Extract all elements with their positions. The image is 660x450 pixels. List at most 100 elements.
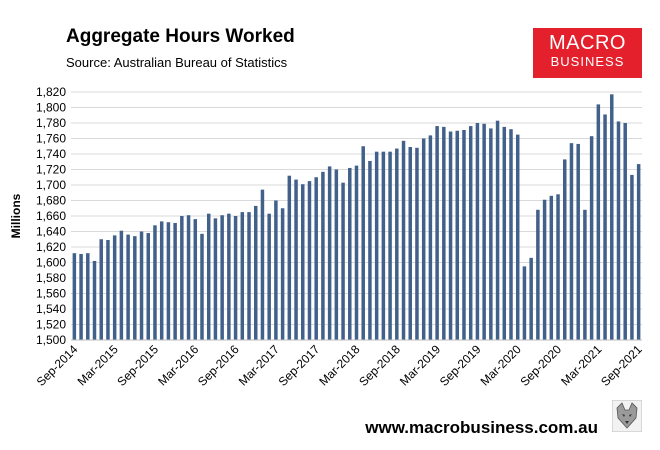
x-tick-label: Sep-2014: [34, 342, 81, 389]
bar: [408, 147, 412, 340]
bar: [616, 121, 621, 340]
bar: [72, 253, 77, 340]
bar: [106, 240, 110, 340]
bar: [213, 218, 218, 340]
bar: [92, 260, 97, 340]
bar: [301, 184, 305, 340]
bar: [253, 205, 258, 340]
bar: [489, 128, 493, 340]
x-tick-label: Sep-2017: [276, 342, 323, 389]
bar: [173, 222, 177, 340]
bar: [247, 212, 251, 340]
macrobusiness-logo: MACRO BUSINESS: [533, 28, 642, 78]
bar: [206, 213, 211, 340]
bar: [374, 151, 379, 340]
bar: [623, 123, 627, 340]
bar: [549, 195, 554, 340]
bar: [133, 236, 137, 340]
x-tick-label: Mar-2021: [558, 342, 604, 388]
logo-top-text: MACRO: [549, 32, 626, 54]
y-tick-label: 1,740: [36, 147, 66, 161]
bar: [186, 215, 191, 340]
bar: [636, 164, 641, 340]
bar: [381, 151, 386, 340]
logo-bottom-text: BUSINESS: [550, 54, 625, 69]
x-tick-label: Sep-2018: [356, 342, 403, 389]
bar: [240, 212, 245, 340]
x-tick-label: Mar-2020: [478, 342, 524, 388]
bar: [401, 140, 406, 340]
bar: [99, 239, 103, 340]
bar: [576, 143, 580, 340]
bar: [603, 114, 607, 340]
bar: [368, 160, 372, 340]
y-axis-title: Millions: [9, 193, 23, 238]
y-tick-label: 1,760: [36, 132, 66, 146]
bar: [509, 129, 513, 340]
bar: [354, 165, 359, 340]
bar: [341, 182, 345, 340]
y-tick-label: 1,520: [36, 318, 66, 332]
y-tick-label: 1,820: [36, 85, 66, 99]
bar: [267, 213, 271, 340]
bar: [529, 257, 533, 340]
bar: [139, 231, 144, 340]
bar: [119, 230, 124, 340]
bar: [468, 126, 473, 340]
bar: [415, 147, 419, 340]
bar: [428, 135, 433, 340]
bar: [280, 208, 285, 340]
y-tick-label: 1,780: [36, 116, 66, 130]
x-tick-label: Mar-2016: [155, 342, 201, 388]
bar: [153, 225, 157, 340]
y-tick-label: 1,720: [36, 163, 66, 177]
y-tick-label: 1,580: [36, 271, 66, 285]
bar: [542, 199, 547, 340]
bar: [321, 171, 325, 340]
y-tick-label: 1,800: [36, 101, 66, 115]
bar: [348, 167, 352, 340]
bar: [146, 233, 150, 340]
x-tick-label: Mar-2019: [397, 342, 443, 388]
bar: [583, 209, 587, 340]
x-tick-label: Mar-2017: [236, 342, 282, 388]
bar: [475, 123, 480, 340]
bar: [502, 126, 507, 340]
y-tick-label: 1,500: [36, 333, 66, 347]
bar: [274, 200, 278, 340]
bar: [515, 134, 520, 340]
bar: [556, 194, 560, 340]
y-tick-label: 1,680: [36, 194, 66, 208]
bar: [563, 159, 567, 340]
bar: [314, 177, 318, 340]
website-url[interactable]: www.macrobusiness.com.au: [365, 418, 598, 437]
bar: [166, 222, 171, 340]
bar: [112, 235, 117, 340]
bar: [462, 129, 466, 340]
bar: [482, 123, 486, 341]
bar: [200, 233, 204, 340]
bar: [610, 94, 614, 340]
y-tick-label: 1,700: [36, 178, 66, 192]
bar: [442, 126, 446, 340]
bar: [220, 215, 224, 340]
bar: [287, 175, 292, 340]
bar: [421, 138, 426, 340]
bar: [630, 174, 634, 340]
y-tick-label: 1,660: [36, 209, 66, 223]
bar: [395, 148, 399, 340]
chart-source: Source: Australian Bureau of Statistics: [66, 55, 288, 70]
bar: [361, 146, 365, 340]
bar: [233, 216, 238, 340]
bar: [536, 209, 540, 340]
bar: [522, 266, 527, 340]
bar: [596, 104, 601, 341]
bar: [159, 221, 164, 340]
wolf-icon: [612, 400, 642, 432]
x-tick-label: Sep-2021: [598, 342, 645, 389]
bar: [455, 130, 460, 340]
y-tick-label: 1,560: [36, 287, 66, 301]
bar: [589, 136, 594, 340]
y-tick-label: 1,600: [36, 256, 66, 270]
bar: [388, 151, 392, 340]
